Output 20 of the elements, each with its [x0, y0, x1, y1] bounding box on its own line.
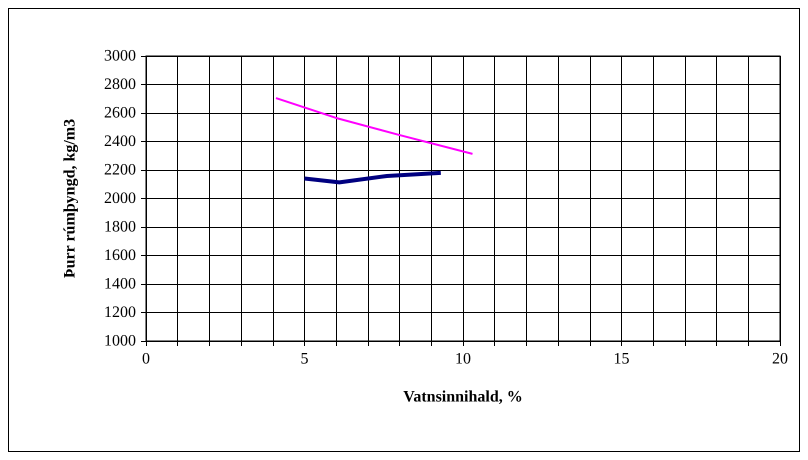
y-tick-label: 1600 — [104, 247, 136, 264]
line-series — [274, 97, 474, 155]
x-tick-label: 10 — [455, 350, 471, 368]
y-tick-label: 2200 — [104, 162, 136, 178]
line-series — [302, 170, 443, 184]
y-tick-label: 1400 — [104, 276, 136, 292]
y-tick-label: 3000 — [104, 48, 136, 64]
y-tick-label: 1200 — [104, 304, 136, 321]
y-tick-label: 1000 — [104, 332, 136, 350]
x-tick-label: 20 — [772, 350, 788, 368]
y-tick-label: 2600 — [104, 104, 136, 122]
x-tick-label: 0 — [142, 350, 150, 368]
x-tick-label: 15 — [614, 350, 630, 368]
x-tick-label: 5 — [300, 350, 308, 368]
y-axis-title: Þurr rúmþyngd, kg/m3 — [62, 118, 78, 278]
y-tick-label: 2000 — [104, 190, 136, 207]
y-tick-label: 1800 — [104, 218, 136, 236]
y-tick-label: 2800 — [104, 76, 136, 93]
y-tick-label: 2400 — [104, 133, 136, 150]
x-axis-title: Vatnsinnihald, % — [403, 388, 523, 406]
